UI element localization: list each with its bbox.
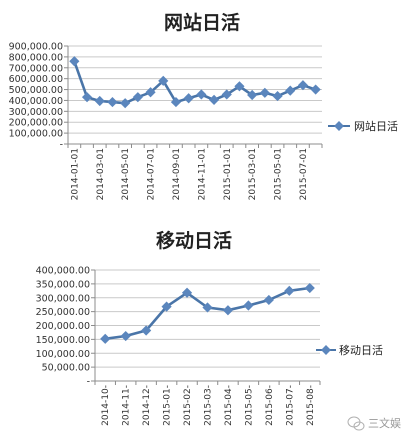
data-point [221,89,232,100]
data-point [100,333,111,344]
x-tick-label: 2015-08- [306,385,316,426]
data-point [202,302,213,313]
y-tick-label: 400,000.00 [36,266,90,277]
data-point [285,85,296,96]
data-point [120,98,131,109]
x-tick-label: 2015-04- [224,385,234,426]
x-axis-ticks: 2014-01-01 2014-03-01 2014-05-01 2014-07-01… [67,144,323,200]
x-tick-label: 2015-01- [163,385,173,426]
y-tick-label: 200,000.00 [36,321,90,332]
y-tick-label: 100,000.00 [36,349,90,360]
data-point [263,294,274,306]
legend-label: 网站日活 [354,119,398,133]
x-tick-label: 2015-06- [265,385,275,426]
y-tick-label: 500,000.00 [9,85,63,96]
data-point [69,56,80,67]
data-point [304,282,315,294]
data-point [196,89,207,100]
y-tick-label: 900,000.00 [9,42,63,53]
data-point [222,305,234,316]
legend-marker [334,121,344,131]
y-tick-label: 400,000.00 [9,96,63,107]
x-tick-label: 2014-11- [122,385,132,426]
legend-label: 移动日活 [339,344,383,357]
legend: 移动日活 [316,344,383,357]
data-point [183,93,194,104]
x-tick-label: 2015-03-01 [248,148,258,200]
x-tick-label: 2015-01-01 [223,148,233,200]
data-point [158,75,169,86]
series-website-dau [69,56,321,109]
x-tick-label: 2014-11-01 [197,148,207,200]
data-point [181,287,193,298]
series-line [105,286,310,341]
data-point [170,96,182,108]
y-tick-label: 150,000.00 [36,335,90,346]
data-point [310,84,321,95]
x-tick-label: 2014-03-01 [96,148,106,200]
x-tick-label: 2015-05-01 [274,148,284,200]
x-tick-label: 2014-07-01 [147,148,157,200]
y-tick-label: 250,000.00 [36,307,90,318]
x-tick-label: 2014-10- [101,385,111,426]
data-point [145,87,156,98]
y-tick-label: - [60,140,63,151]
data-point [208,94,220,105]
watermark-text: 三文娱 [368,416,401,430]
y-tick-label: 200,000.00 [9,118,63,129]
x-tick-label: 2014-12- [142,385,152,426]
data-point [297,80,309,91]
chart-website-dau: 网站日活 -100,000.00200,000.00300,000.00400,… [9,11,398,200]
x-tick-label: 2015-07-01 [299,148,309,200]
y-axis-ticks: - 50,000.00 100,000.00 150,000.00 200,000.00… [36,266,95,388]
y-tick-label: 700,000.00 [9,63,63,74]
y-axis-ticks: -100,000.00200,000.00300,000.00400,000.0… [9,42,68,151]
data-point [234,81,245,92]
y-tick-label: 300,000.00 [9,107,63,118]
y-tick-label: 50,000.00 [42,363,90,374]
x-axis-ticks: 2014-10- 2014-11- 2014-12- 2015-01- 2015-02-… [94,381,321,426]
axes [67,46,322,145]
gridlines [95,269,320,368]
x-tick-label: 2014-01-01 [70,148,80,200]
gridlines [68,45,322,134]
y-tick-label: 100,000.00 [9,129,63,140]
data-point [94,95,105,107]
data-point [284,285,295,296]
data-point [272,90,283,102]
x-tick-label: 2014-05-01 [121,148,131,200]
y-tick-label: 600,000.00 [9,74,63,85]
data-point [107,96,118,108]
x-tick-label: 2015-05- [244,385,254,426]
watermark: 三文娱 [347,416,401,431]
chart-title: 移动日活 [156,229,232,252]
x-tick-label: 2015-07- [285,385,295,426]
data-point [243,300,254,311]
legend: 网站日活 [328,119,398,133]
data-point [247,89,258,101]
data-point [161,301,172,312]
data-point [141,325,152,336]
y-tick-label: 300,000.00 [36,293,90,304]
x-tick-label: 2014-09-01 [172,148,182,200]
wechat-icon [347,416,365,431]
y-tick-label: - [87,377,90,388]
chart-mobile-dau: 移动日活 - 50,000.00 100,000.00 150,000.00 200,0… [36,229,383,426]
y-tick-label: 350,000.00 [36,279,90,290]
data-point [132,92,143,103]
chart-title: 网站日活 [164,11,240,34]
x-tick-label: 2015-02- [183,385,193,426]
y-tick-label: 800,000.00 [9,52,63,63]
x-tick-label: 2015-03- [204,385,214,426]
legend-marker [321,345,331,355]
series-mobile-dau [100,282,315,344]
